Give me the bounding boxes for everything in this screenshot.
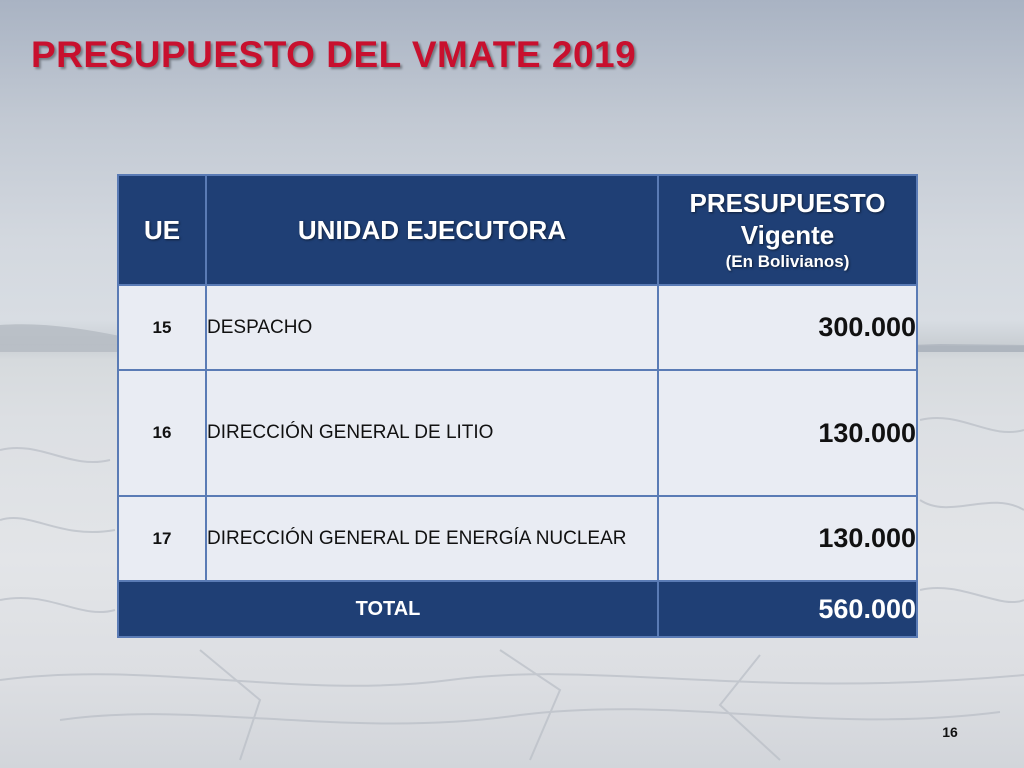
slide-title: PRESUPUESTO DEL VMATE 2019 (31, 34, 637, 75)
header-presupuesto-line1: PRESUPUESTO (689, 188, 886, 218)
table-row: 15 DESPACHO 300.000 (117, 284, 918, 371)
table-row: 16 DIRECCIÓN GENERAL DE LITIO 130.000 (117, 369, 918, 497)
budget-table: UE UNIDAD EJECUTORA PRESUPUESTO Vigente … (117, 174, 918, 638)
page-number: 16 (942, 724, 958, 740)
unidad-cell: DIRECCIÓN GENERAL DE LITIO (205, 369, 659, 497)
total-row: TOTAL 560.000 (117, 580, 918, 638)
presupuesto-cell: 130.000 (657, 369, 918, 497)
ue-cell: 16 (117, 369, 207, 497)
table-row: 17 DIRECCIÓN GENERAL DE ENERGÍA NUCLEAR … (117, 495, 918, 582)
header-presupuesto-line3: (En Bolivianos) (725, 252, 850, 271)
header-presupuesto: PRESUPUESTO Vigente (En Bolivianos) (657, 174, 918, 286)
table-header-row: UE UNIDAD EJECUTORA PRESUPUESTO Vigente … (117, 174, 918, 286)
header-ue: UE (117, 174, 207, 286)
header-unidad-label: UNIDAD EJECUTORA (297, 214, 567, 245)
ue-cell: 15 (117, 284, 207, 371)
header-ue-label: UE (143, 214, 181, 245)
header-presupuesto-line2: Vigente (740, 220, 835, 250)
unidad-cell: DIRECCIÓN GENERAL DE ENERGÍA NUCLEAR (205, 495, 659, 582)
total-value: 560.000 (657, 580, 918, 638)
total-label: TOTAL (117, 580, 659, 638)
ue-cell: 17 (117, 495, 207, 582)
presupuesto-cell: 300.000 (657, 284, 918, 371)
presupuesto-cell: 130.000 (657, 495, 918, 582)
unidad-cell: DESPACHO (205, 284, 659, 371)
header-unidad: UNIDAD EJECUTORA (205, 174, 659, 286)
